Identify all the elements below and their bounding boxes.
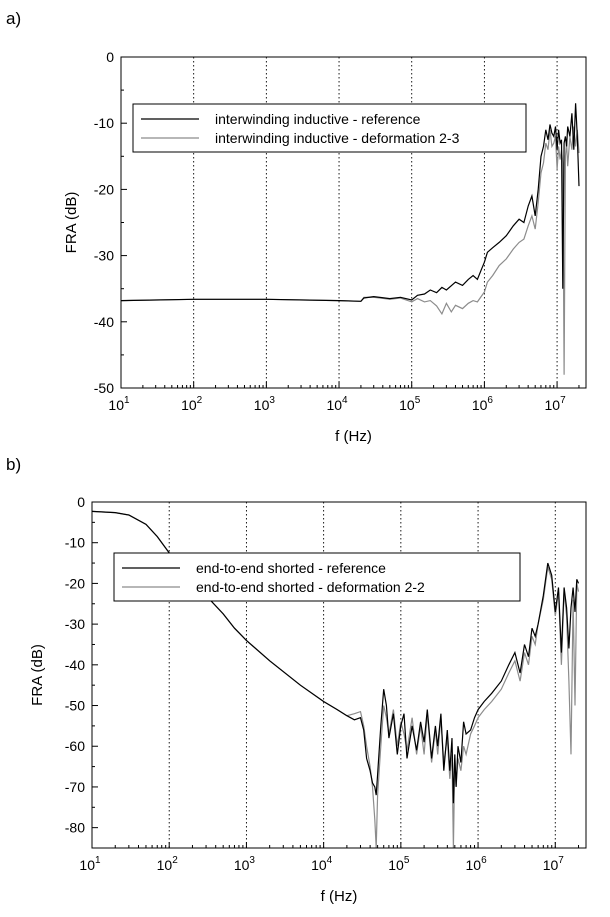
y-tick-label: 0 bbox=[77, 494, 85, 510]
series-line-reference bbox=[121, 103, 580, 302]
plot-frame bbox=[91, 501, 587, 849]
x-tick-label: 101 bbox=[108, 395, 130, 413]
y-tick-label: -20 bbox=[65, 575, 85, 591]
x-tick-label: 107 bbox=[543, 855, 565, 873]
x-tick-label: 104 bbox=[326, 395, 348, 413]
y-tick-label: -30 bbox=[94, 248, 114, 264]
plot-area bbox=[92, 510, 580, 848]
x-tick-label: 101 bbox=[79, 855, 101, 873]
legend: interwinding inductive - reference inter… bbox=[132, 103, 527, 153]
legend-label-reference: interwinding inductive - reference bbox=[215, 111, 421, 127]
grid-lines bbox=[193, 57, 558, 388]
y-tick-label: -50 bbox=[94, 380, 114, 396]
x-tick-label: 102 bbox=[157, 855, 179, 873]
y-tick-label: -30 bbox=[65, 616, 85, 632]
legend-box bbox=[132, 103, 527, 153]
series-line-reference bbox=[92, 510, 580, 804]
x-tick-label: 103 bbox=[254, 395, 276, 413]
plot-area bbox=[121, 103, 580, 375]
panel-label: a) bbox=[6, 9, 21, 28]
x-tick-label: 106 bbox=[472, 395, 494, 413]
y-tick-label: -10 bbox=[65, 535, 85, 551]
axis-ticks: 0 -10 -20 -30 -40 -50 -60 -70 -80 101 102 103 104 105… bbox=[65, 494, 580, 873]
y-tick-label: -20 bbox=[94, 181, 114, 197]
x-tick-label: 107 bbox=[545, 395, 567, 413]
x-tick-label: 103 bbox=[234, 855, 256, 873]
y-tick-label: 0 bbox=[106, 49, 114, 65]
y-tick-label: -50 bbox=[65, 698, 85, 714]
panel-b: b) 0 -10 -20 -30 -40 -50 -60 -70 -80 101 102 103 104… bbox=[6, 455, 587, 905]
y-tick-label: -10 bbox=[94, 115, 114, 131]
x-tick-label: 104 bbox=[311, 855, 333, 873]
legend-label-reference: end-to-end shorted - reference bbox=[196, 560, 386, 576]
y-tick-label: -40 bbox=[65, 657, 85, 673]
x-axis-label: f (Hz) bbox=[335, 428, 372, 445]
y-tick-label: -40 bbox=[94, 314, 114, 330]
legend-label-deformation: end-to-end shorted - deformation 2-2 bbox=[196, 579, 425, 595]
x-tick-label: 105 bbox=[399, 395, 421, 413]
legend: end-to-end shorted - reference end-to-en… bbox=[113, 552, 521, 602]
series-line-deformation bbox=[121, 126, 580, 375]
y-tick-label: -80 bbox=[65, 820, 85, 836]
legend-box bbox=[113, 552, 521, 602]
x-tick-label: 102 bbox=[181, 395, 203, 413]
panel-label: b) bbox=[6, 455, 21, 474]
x-tick-label: 105 bbox=[388, 855, 410, 873]
y-tick-label: -70 bbox=[65, 779, 85, 795]
legend-label-deformation: interwinding inductive - deformation 2-3 bbox=[215, 130, 460, 146]
grid-lines bbox=[168, 502, 556, 848]
x-axis-label: f (Hz) bbox=[321, 888, 358, 905]
y-axis-label: FRA (dB) bbox=[29, 644, 46, 706]
y-tick-label: -60 bbox=[65, 738, 85, 754]
y-axis-label: FRA (dB) bbox=[63, 192, 80, 254]
x-tick-label: 106 bbox=[465, 855, 487, 873]
